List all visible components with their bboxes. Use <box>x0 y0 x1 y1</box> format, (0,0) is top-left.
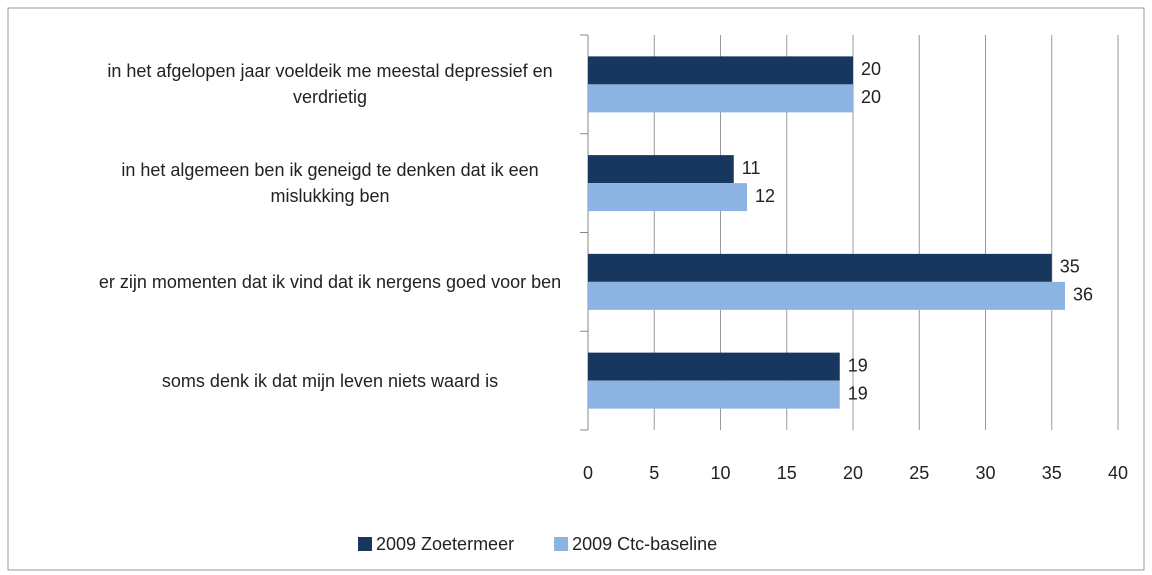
x-tick-label: 40 <box>1108 463 1128 483</box>
bar <box>588 352 840 381</box>
legend-swatch <box>358 537 372 551</box>
legend-label: 2009 Ctc-baseline <box>572 534 717 554</box>
legend-label: 2009 Zoetermeer <box>376 534 514 554</box>
x-tick-label: 0 <box>583 463 593 483</box>
bar <box>588 155 734 184</box>
bar <box>588 84 853 113</box>
y-tick-label: er zijn momenten dat ik vind dat ik nerg… <box>98 271 562 292</box>
bar <box>588 183 747 212</box>
bar <box>588 56 853 85</box>
x-tick-label: 15 <box>777 463 797 483</box>
data-label: 11 <box>742 158 761 178</box>
x-tick-label: 25 <box>909 463 929 483</box>
data-label: 20 <box>861 87 881 107</box>
y-tick-label: in het afgelopen jaar voeldeik me meesta… <box>107 61 553 108</box>
x-tick-label: 20 <box>843 463 863 483</box>
bar <box>588 253 1052 282</box>
bar <box>588 281 1065 310</box>
data-label: 12 <box>755 186 775 206</box>
y-tick-label: soms denk ik dat mijn leven niets waard … <box>161 370 499 391</box>
data-label: 19 <box>848 355 868 375</box>
legend-swatch <box>554 537 569 551</box>
x-tick-label: 30 <box>975 463 995 483</box>
x-tick-label: 5 <box>649 463 659 483</box>
data-label: 36 <box>1073 285 1093 305</box>
data-label: 19 <box>848 383 868 403</box>
data-label: 35 <box>1060 257 1080 277</box>
y-tick-label: in het algemeen ben ik geneigd te denken… <box>121 160 539 207</box>
data-label: 20 <box>861 59 881 79</box>
x-tick-label: 35 <box>1042 463 1062 483</box>
bar <box>588 380 840 409</box>
x-tick-label: 10 <box>710 463 730 483</box>
